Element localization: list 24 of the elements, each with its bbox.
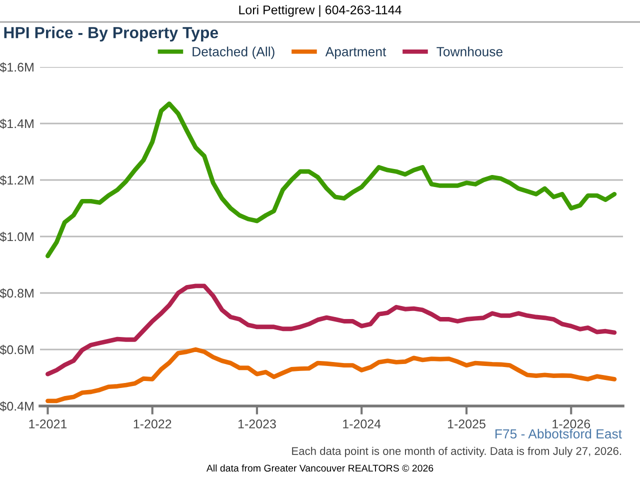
text: Lori Pettigrew | 604-263-1144 — [239, 5, 402, 17]
y-tick-label: $0.8M — [0, 288, 34, 298]
text: F75 - Abbotsford East — [495, 428, 622, 439]
text: All data from Greater Vancouver REALTORS © 2026 — [206, 464, 434, 472]
y-tick-label: $0.4M — [0, 401, 34, 412]
x-tick-label: 1-2024 — [343, 420, 381, 428]
legend-label: Apartment — [325, 47, 386, 59]
x-tick-label: 1-2023 — [238, 420, 276, 428]
legend-label: Townhouse — [436, 46, 502, 56]
text: Each data point is one month of activity. Data is from July 27, 2026. — [292, 446, 622, 458]
x-tick-label: 1-2025 — [448, 420, 486, 428]
y-tick-label: $0.6M — [0, 344, 34, 355]
y-tick-label: $1.2M — [0, 175, 34, 186]
y-tick-label: $1.6M — [0, 62, 34, 72]
line-series — [46, 284, 617, 376]
legend-label: Detached (All) — [192, 46, 274, 59]
y-tick-label: $1.4M — [0, 118, 34, 129]
line-series — [46, 347, 617, 404]
x-tick-label: 1-2026 — [552, 420, 590, 428]
chart-title: HPI Price - By Property Type — [4, 26, 218, 42]
x-tick-label: 1-2022 — [134, 420, 172, 428]
line-series — [46, 102, 617, 258]
y-tick-label: $1.0M — [0, 232, 34, 242]
x-tick-label: 1-2021 — [29, 420, 67, 428]
